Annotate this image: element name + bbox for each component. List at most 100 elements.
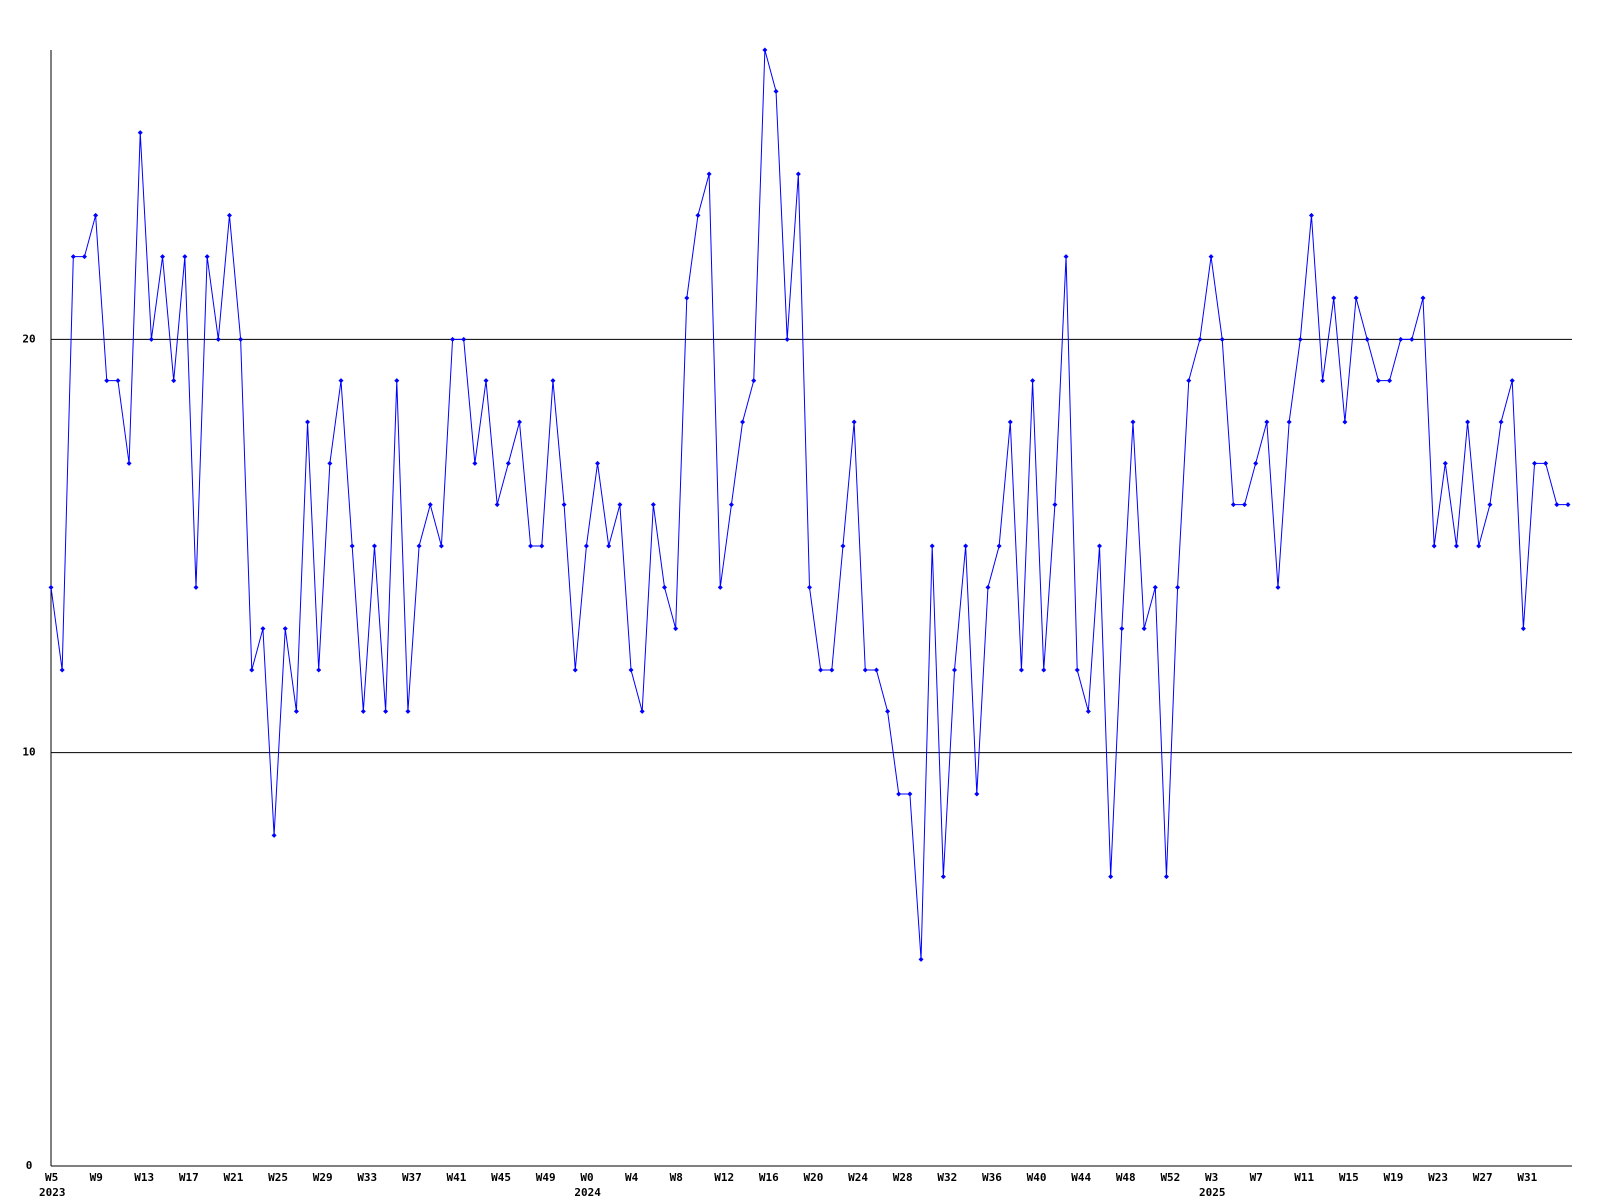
point [1409, 336, 1415, 342]
point [1565, 502, 1571, 508]
x-tick-label: W27 [1473, 1171, 1493, 1184]
point [450, 336, 456, 342]
point [394, 378, 400, 384]
point [650, 502, 656, 508]
point [316, 667, 322, 673]
point [148, 336, 154, 342]
point [963, 543, 969, 549]
x-tick-label: W8 [670, 1171, 683, 1184]
x-tick-label: W19 [1384, 1171, 1404, 1184]
point [896, 791, 902, 797]
point [115, 378, 121, 384]
point [81, 254, 87, 260]
year-label: 2023 [39, 1186, 66, 1199]
point [795, 171, 801, 177]
point [249, 667, 255, 673]
point [70, 254, 76, 260]
point [840, 543, 846, 549]
point [104, 378, 110, 384]
y-tick-label: 10 [22, 746, 35, 759]
point [1253, 460, 1259, 466]
point [1420, 295, 1426, 301]
point [438, 543, 444, 549]
x-tick-label: W31 [1517, 1171, 1537, 1184]
x-tick-label: W15 [1339, 1171, 1359, 1184]
point [1197, 336, 1203, 342]
x-tick-label: W0 [580, 1171, 593, 1184]
point [807, 584, 812, 590]
point [952, 667, 958, 673]
point [1520, 626, 1526, 632]
point [282, 626, 288, 632]
point [1375, 378, 1381, 384]
point [371, 543, 377, 549]
point [1018, 667, 1024, 673]
point [1476, 543, 1482, 549]
point [862, 667, 868, 673]
point [126, 460, 132, 466]
point [59, 667, 65, 673]
point [595, 460, 601, 466]
point [1041, 667, 1047, 673]
point [327, 460, 333, 466]
point [461, 336, 467, 342]
point [1320, 378, 1326, 384]
point [918, 956, 924, 962]
point [1509, 378, 1515, 384]
point [1130, 419, 1136, 425]
point [617, 502, 623, 508]
point [160, 254, 166, 260]
x-tick-label: W52 [1160, 1171, 1180, 1184]
point [684, 295, 690, 301]
point [1275, 584, 1281, 590]
point [48, 584, 54, 590]
x-tick-label: W29 [313, 1171, 333, 1184]
y-tick-label: 0 [26, 1159, 33, 1172]
x-tick-label: W44 [1071, 1171, 1091, 1184]
point [929, 543, 935, 549]
point [751, 378, 757, 384]
point [1097, 543, 1103, 549]
point [1543, 460, 1549, 466]
point [1308, 212, 1314, 218]
x-tick-label: W36 [982, 1171, 1002, 1184]
point [1186, 378, 1192, 384]
point [1431, 543, 1437, 549]
point [494, 502, 500, 508]
point [472, 460, 478, 466]
point [740, 419, 746, 425]
x-tick-label: W13 [134, 1171, 154, 1184]
point [728, 502, 734, 508]
point [1532, 460, 1538, 466]
point [829, 667, 835, 673]
point [1030, 378, 1036, 384]
point [215, 336, 221, 342]
point [1230, 502, 1236, 508]
point [349, 543, 355, 549]
x-tick-label: W5 [45, 1171, 58, 1184]
point [1163, 874, 1169, 880]
point [528, 543, 534, 549]
point [1175, 584, 1181, 590]
point [93, 212, 99, 218]
point [405, 708, 411, 714]
point [1052, 502, 1058, 508]
point [260, 626, 266, 632]
point [1353, 295, 1359, 301]
y-tick-label: 20 [22, 332, 35, 345]
x-tick-label: W40 [1027, 1171, 1047, 1184]
point [885, 708, 891, 714]
x-tick-label: W21 [223, 1171, 243, 1184]
point [996, 543, 1002, 549]
point [695, 212, 701, 218]
point [628, 667, 634, 673]
point [762, 47, 768, 53]
point [427, 502, 433, 508]
point [539, 543, 545, 549]
x-tick-label: W3 [1205, 1171, 1218, 1184]
point [873, 667, 879, 673]
point [516, 419, 522, 425]
line [50, 49, 1568, 960]
point [1063, 254, 1069, 260]
